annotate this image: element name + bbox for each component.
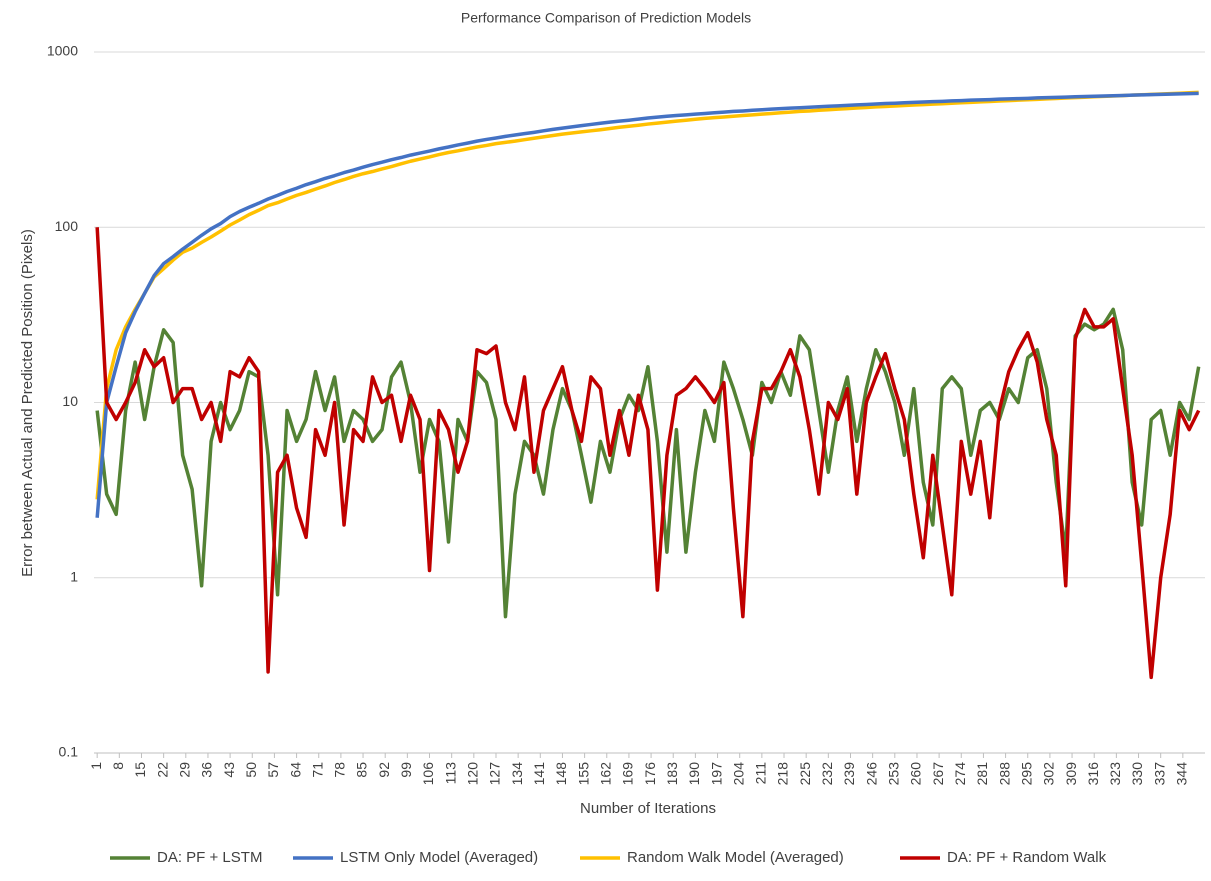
x-tick-label: 141 — [531, 762, 547, 786]
x-tick-label: 344 — [1174, 762, 1190, 786]
x-tick-label: 211 — [753, 762, 769, 785]
x-tick-label: 99 — [398, 762, 414, 778]
y-tick-label: 100 — [55, 218, 79, 234]
x-tick-label: 302 — [1041, 762, 1057, 786]
y-tick-label: 1000 — [47, 43, 78, 59]
x-tick-label: 148 — [553, 762, 569, 786]
x-tick-label: 106 — [420, 762, 436, 786]
x-tick-label: 323 — [1107, 762, 1123, 786]
x-tick-label: 127 — [487, 762, 503, 786]
x-tick-label: 232 — [819, 762, 835, 786]
x-tick-label: 113 — [442, 762, 458, 785]
series-line — [95, 307, 1201, 619]
x-tick-label: 71 — [309, 762, 325, 778]
x-tick-label: 155 — [575, 762, 591, 786]
x-tick-label: 85 — [354, 762, 370, 778]
y-tick-label: 1 — [70, 568, 78, 584]
x-tick-label: 22 — [154, 762, 170, 778]
x-tick-label: 92 — [376, 762, 392, 778]
x-tick-label: 337 — [1151, 762, 1167, 786]
x-tick-label: 274 — [952, 762, 968, 786]
x-tick-label: 260 — [908, 762, 924, 786]
x-tick-label: 43 — [221, 762, 237, 778]
x-tick-label: 15 — [132, 762, 148, 778]
x-tick-label: 8 — [110, 762, 126, 770]
chart-title: Performance Comparison of Prediction Mod… — [461, 10, 751, 26]
x-tick-label: 288 — [996, 762, 1012, 786]
x-tick-label: 225 — [797, 762, 813, 786]
x-tick-label: 239 — [841, 762, 857, 786]
x-tick-label: 183 — [664, 762, 680, 786]
x-tick-label: 253 — [886, 762, 902, 786]
x-tick-label: 190 — [686, 762, 702, 786]
x-tick-label: 169 — [620, 762, 636, 786]
x-tick-label: 176 — [642, 762, 658, 786]
x-tick-label: 64 — [287, 762, 303, 778]
legend-label: LSTM Only Model (Averaged) — [340, 849, 538, 866]
series-line — [95, 91, 1199, 518]
y-tick-label: 10 — [62, 393, 78, 409]
x-tick-label: 134 — [509, 762, 525, 786]
x-tick-label: 1 — [88, 762, 104, 770]
x-tick-label: 50 — [243, 762, 259, 778]
x-tick-label: 162 — [597, 762, 613, 786]
x-tick-label: 309 — [1063, 762, 1079, 786]
x-tick-label: 197 — [708, 762, 724, 786]
x-tick-label: 281 — [974, 762, 990, 786]
y-tick-label: 0.1 — [59, 744, 79, 760]
x-tick-label: 78 — [332, 762, 348, 778]
x-tick-label: 36 — [199, 762, 215, 778]
x-tick-label: 204 — [730, 762, 746, 786]
series-line — [95, 227, 1201, 680]
legend-label: Random Walk Model (Averaged) — [627, 849, 844, 866]
x-tick-label: 267 — [930, 762, 946, 786]
x-tick-label: 57 — [265, 762, 281, 778]
legend-label: DA: PF + LSTM — [157, 849, 262, 866]
x-tick-label: 316 — [1085, 762, 1101, 786]
x-tick-label: 246 — [863, 762, 879, 786]
x-tick-label: 295 — [1018, 762, 1034, 786]
x-tick-label: 120 — [465, 762, 481, 786]
x-axis-title: Number of Iterations — [580, 800, 716, 817]
x-tick-label: 218 — [775, 762, 791, 786]
y-axis-title: Error between Actual and Predicted Posit… — [19, 229, 36, 577]
legend-label: DA: PF + Random Walk — [947, 849, 1107, 866]
x-tick-label: 29 — [176, 762, 192, 778]
x-tick-label: 330 — [1129, 762, 1145, 786]
